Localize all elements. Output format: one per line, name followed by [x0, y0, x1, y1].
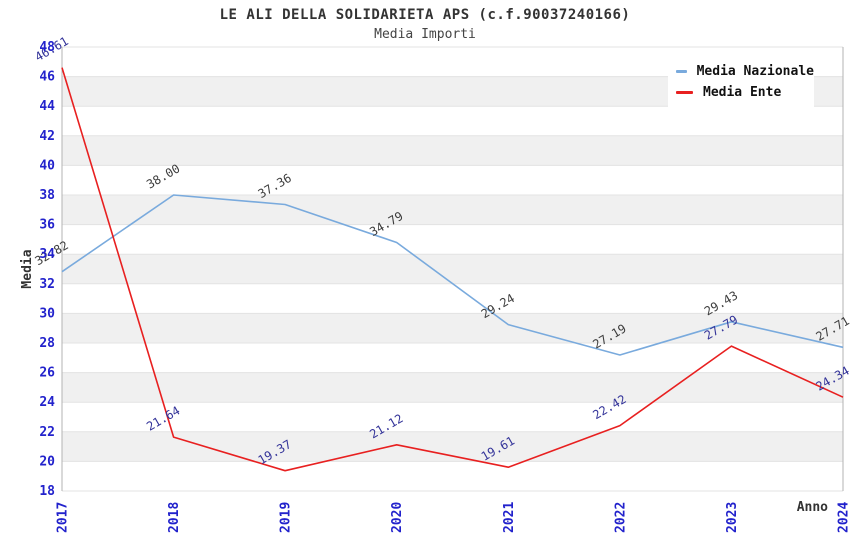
legend-label-media-ente: Media Ente	[703, 85, 782, 100]
y-tick-label: 34	[39, 247, 55, 262]
legend-label-media-nazionale: Media Nazionale	[696, 64, 814, 79]
x-tick-label: 2023	[725, 502, 740, 533]
x-axis-title: Anno	[797, 500, 828, 515]
data-label-media-nazionale: 38.00	[144, 161, 182, 191]
y-tick-label: 28	[39, 336, 55, 351]
y-tick-label: 46	[39, 70, 55, 85]
grid-band	[62, 135, 843, 166]
legend: Media Nazionale Media Ente	[668, 57, 814, 107]
x-tick-label: 2020	[390, 502, 405, 533]
legend-item-media-nazionale: Media Nazionale	[668, 61, 814, 82]
y-tick-label: 38	[39, 188, 55, 203]
y-tick-label: 30	[39, 306, 55, 321]
legend-swatch-media-nazionale-icon	[676, 70, 687, 73]
y-tick-label: 42	[39, 129, 55, 144]
x-tick-label: 2018	[167, 502, 182, 533]
x-tick-label: 2024	[837, 502, 850, 533]
y-tick-label: 36	[39, 218, 55, 233]
grid-band	[62, 372, 843, 403]
y-tick-label: 20	[39, 454, 55, 469]
y-tick-label: 44	[39, 99, 55, 114]
y-tick-label: 26	[39, 366, 55, 381]
legend-item-media-ente: Media Ente	[668, 82, 814, 103]
y-tick-label: 22	[39, 425, 55, 440]
x-tick-label: 2017	[56, 502, 71, 533]
grid-band	[62, 431, 843, 462]
data-label-media-ente: 21.64	[144, 404, 182, 434]
grid-band	[62, 254, 843, 284]
y-axis-title: Media	[20, 249, 35, 288]
chart-subtitle: Media Importi	[374, 27, 476, 42]
y-tick-label: 48	[39, 40, 55, 55]
y-tick-label: 18	[39, 484, 55, 499]
x-tick-label: 2019	[279, 502, 294, 533]
grid-band	[62, 195, 843, 225]
y-tick-label: 40	[39, 158, 55, 173]
x-tick-label: 2021	[502, 502, 517, 533]
y-tick-label: 32	[39, 277, 55, 292]
y-tick-label: 24	[39, 395, 55, 410]
grid-band	[62, 313, 843, 343]
chart-title: LE ALI DELLA SOLIDARIETA APS (c.f.900372…	[219, 7, 631, 23]
series-line-media-nazionale	[61, 194, 844, 356]
legend-swatch-media-ente-icon	[676, 91, 693, 94]
series-line-media-ente	[61, 67, 844, 472]
x-tick-label: 2022	[613, 502, 628, 533]
